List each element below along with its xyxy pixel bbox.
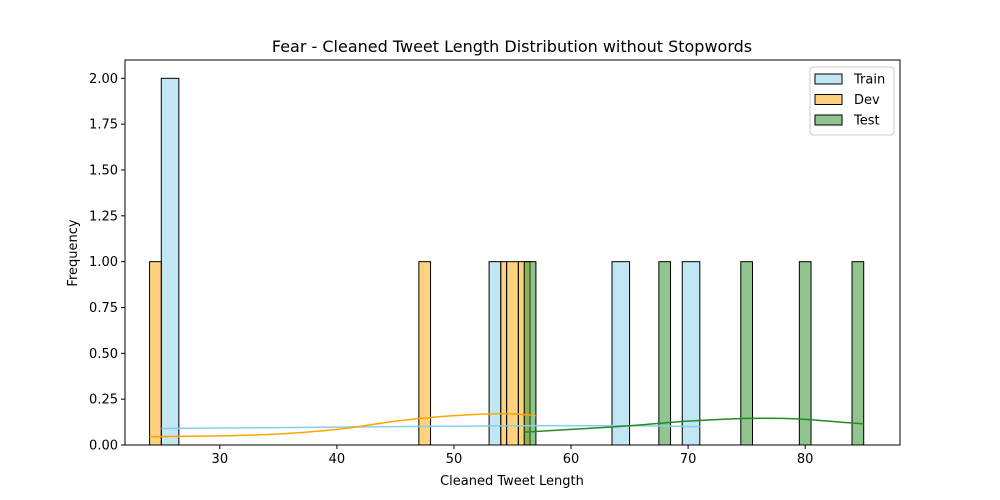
x-tick-label: 60 (563, 452, 580, 467)
y-tick-label: 2.00 (89, 72, 118, 87)
legend-swatch-dev (814, 94, 843, 105)
plot-area-frame (124, 59, 901, 446)
y-axis-ticks: 0.00 0.25 0.50 0.75 1.00 1.25 1.50 1.75 2.00 (89, 72, 125, 454)
x-axis-ticks: 30 40 50 60 70 80 (212, 445, 814, 467)
train-histogram-bar (681, 261, 701, 446)
legend-swatch-train (814, 73, 843, 85)
y-tick-label: 1.00 (89, 255, 118, 270)
plot-bars (149, 77, 865, 446)
dev-histogram-bar (500, 261, 508, 446)
legend-label-test: Test (853, 114, 880, 129)
train-histogram-bar (488, 261, 502, 446)
y-tick-label: 0.75 (89, 301, 118, 316)
dev-histogram-bar (506, 261, 519, 446)
x-tick-label: 70 (680, 452, 697, 467)
y-tick-label: 1.25 (89, 209, 118, 224)
y-tick-label: 1.75 (89, 118, 118, 133)
y-tick-label: 0.25 (89, 393, 118, 408)
legend-label-train: Train (853, 73, 885, 88)
test-histogram-bar (851, 261, 865, 446)
x-tick-label: 40 (329, 452, 346, 467)
test-kde-curve (524, 417, 864, 433)
x-axis-label: Cleaned Tweet Length (440, 474, 584, 489)
y-axis-label: Frequency (66, 219, 81, 286)
x-tick-label: 80 (797, 452, 814, 467)
legend: Train Dev Test (809, 66, 895, 136)
y-tick-label: 1.50 (89, 164, 118, 179)
dev-histogram-bar (149, 261, 162, 446)
chart-title: Fear - Cleaned Tweet Length Distribution… (272, 37, 752, 56)
test-histogram-bar (523, 261, 537, 446)
x-tick-label: 50 (446, 452, 463, 467)
x-tick-label: 30 (212, 452, 229, 467)
legend-label-dev: Dev (854, 93, 880, 108)
test-histogram-bar (740, 261, 753, 446)
test-histogram-bar (798, 261, 812, 446)
legend-swatch-test (814, 114, 843, 126)
plot-kde-curves (149, 412, 864, 438)
train-histogram-bar (611, 261, 631, 446)
train-histogram-bar (160, 77, 180, 446)
dev-kde-curve (149, 412, 536, 438)
y-tick-label: 0.50 (89, 347, 118, 362)
y-tick-label: 0.00 (89, 439, 118, 454)
test-histogram-bar (658, 261, 672, 446)
